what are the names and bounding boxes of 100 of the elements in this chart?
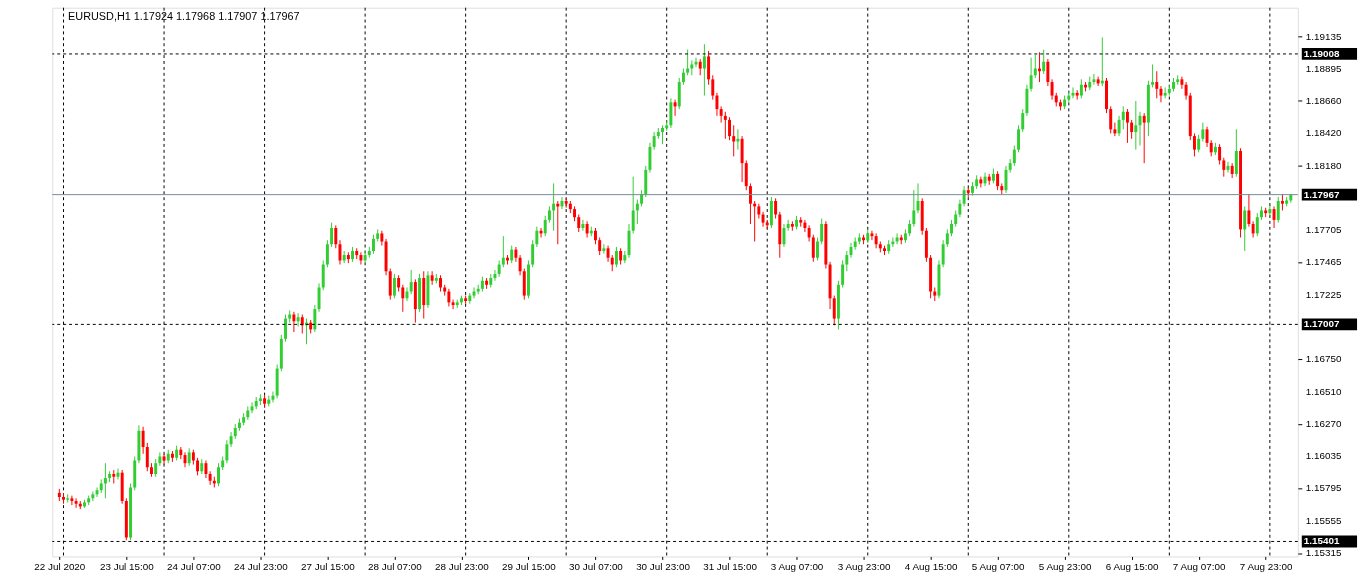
candlestick [1201,122,1205,143]
candlestick [141,426,145,455]
candlestick [707,50,711,86]
candlestick [1142,112,1146,164]
candlestick [334,224,338,249]
x-tick-label: 31 Jul 15:00 [703,560,758,572]
y-tick-label: 1.15795 [1305,482,1342,494]
candlestick [996,170,1000,191]
candlestick [1205,126,1209,148]
candlestick [1268,204,1272,217]
candlestick [363,250,367,264]
candlestick [1125,108,1129,144]
candlestick [631,176,635,234]
x-tick-label: 24 Jul 07:00 [167,560,222,572]
candlestick [1234,128,1238,178]
candlestick [1029,57,1033,93]
candlestick [816,236,819,261]
candlestick [531,239,535,268]
candlestick [1050,78,1054,101]
y-tick-label: 1.18660 [1305,94,1342,106]
candlestick [748,182,752,225]
candlestick [820,218,824,245]
x-tick-label: 7 Aug 07:00 [1172,560,1226,572]
x-tick-label: 3 Aug 07:00 [770,560,824,572]
candlestick [330,222,334,248]
candlestick [723,111,727,140]
candlestick [74,497,78,509]
candlestick [1004,165,1008,194]
ref-line-label: 1.19008 [1303,47,1340,59]
candlestick [807,224,811,243]
candlestick [744,159,748,191]
candlestick [1272,205,1276,229]
candlestick [217,462,220,487]
y-tick-label: 1.18895 [1305,63,1342,75]
candlestick [661,124,664,145]
candlestick [782,223,786,248]
candlestick [292,311,296,333]
ref-line-label: 1.15401 [1303,535,1340,547]
candlestick [359,251,363,266]
candlestick [497,259,501,278]
candlestick [1130,119,1134,140]
candlestick [317,282,321,313]
candlestick [761,211,765,228]
candlestick [300,314,304,334]
candlestick [673,99,677,117]
candlestick [1226,161,1230,174]
x-tick-label: 23 Jul 15:00 [99,560,155,572]
candlestick [1017,124,1021,153]
candlestick [736,128,740,151]
y-tick-label: 1.17465 [1305,256,1342,268]
candlestick [719,105,723,124]
candlestick [803,219,807,233]
candlestick [602,243,606,255]
candlestick [1113,122,1117,137]
x-tick-label: 22 Jul 2020 [34,560,86,572]
candlestick [372,234,375,255]
y-tick-label: 1.16750 [1305,353,1342,365]
candlestick [711,74,715,101]
candlestick [581,219,585,232]
candlestick [70,495,74,506]
candlestick [1159,85,1163,103]
candlestick [1117,115,1121,137]
candlestick [1134,100,1138,151]
candlestick [1243,205,1247,252]
candlestick [1155,70,1159,99]
candlestick [870,230,874,241]
candlestick [338,239,342,266]
x-tick-label: 7 Aug 23:00 [1239,560,1293,572]
candlestick [669,97,673,129]
candlestick [392,273,396,299]
candlestick [145,442,149,472]
candlestick [1163,86,1167,99]
candlestick [1096,76,1100,87]
candlestick [552,182,556,232]
candlestick [401,284,405,313]
candlestick [1079,78,1083,99]
candlestick [518,254,522,276]
candlestick [732,124,736,157]
candlestick [158,451,162,467]
candlestick [321,259,325,291]
candlestick [1033,54,1037,79]
ref-line-label: 1.17967 [1303,188,1340,200]
candlestick [543,215,547,237]
candlestick [225,439,229,464]
candlestick [1247,193,1251,228]
candlestick [686,49,690,76]
candlestick [635,199,639,225]
x-tick-label: 3 Aug 23:00 [837,560,891,572]
candlestick [728,116,731,141]
y-tick-label: 1.16270 [1305,417,1342,429]
candlestick [895,232,899,245]
candlestick [493,269,497,282]
candlestick [702,43,706,97]
y-tick-label: 1.17705 [1305,224,1342,236]
candlestick [451,299,455,310]
candlestick [1180,76,1184,90]
y-tick-label: 1.18420 [1305,127,1342,139]
candlestick [845,250,849,272]
y-tick-label: 1.16510 [1305,385,1342,397]
candlestick [841,259,845,288]
